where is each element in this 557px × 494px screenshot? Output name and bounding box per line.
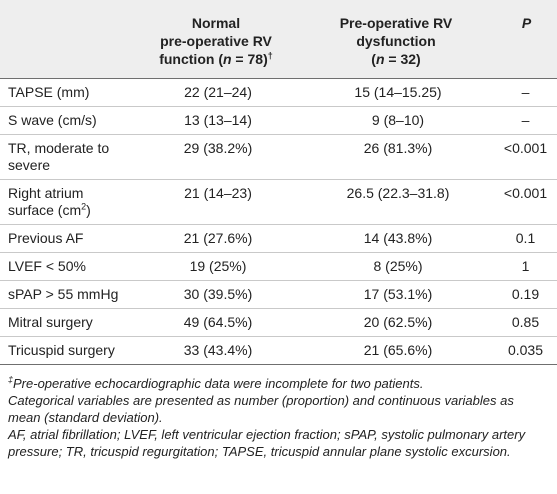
row-p: –	[486, 78, 557, 107]
header-dysfunction-line3-post: = 32)	[384, 51, 421, 67]
header-dysfunction-line2: dysfunction	[356, 33, 436, 49]
footnote-double-dagger: ‡	[8, 374, 14, 385]
row-label-post: )	[86, 202, 91, 218]
row-label: sPAP > 55 mmHg	[0, 280, 126, 309]
header-normal-line3-pre: function (	[159, 51, 223, 67]
row-p: 0.035	[486, 336, 557, 365]
row-normal: 49 (64.5%)	[126, 308, 306, 337]
row-normal: 19 (25%)	[126, 252, 306, 281]
footnote-variables: Categorical variables are presented as n…	[8, 393, 514, 425]
row-normal: 22 (21–24)	[126, 78, 306, 107]
row-label: TR, moderate to severe	[0, 134, 126, 180]
header-normal-line3-post: = 78)	[231, 51, 268, 67]
row-dysfunction: 14 (43.8%)	[306, 224, 486, 253]
header-p: P	[486, 0, 557, 79]
row-normal: 21 (14–23)	[126, 179, 306, 225]
table-footnotes: ‡Pre-operative echocardiographic data we…	[0, 365, 557, 460]
row-label-sup: 2	[81, 201, 87, 212]
header-normal: Normal pre-operative RV function (n = 78…	[126, 0, 306, 79]
row-dysfunction: 8 (25%)	[306, 252, 486, 281]
row-dysfunction: 17 (53.1%)	[306, 280, 486, 309]
header-empty	[0, 0, 126, 79]
row-dysfunction: 9 (8–10)	[306, 106, 486, 135]
row-dysfunction: 21 (65.6%)	[306, 336, 486, 365]
table-row: S wave (cm/s) 13 (13–14) 9 (8–10) –	[0, 106, 557, 135]
row-p: <0.001	[486, 179, 557, 225]
data-table: Normal pre-operative RV function (n = 78…	[0, 0, 557, 365]
row-label: LVEF < 50%	[0, 252, 126, 281]
header-normal-line2: pre-operative RV	[160, 33, 272, 49]
row-label: Previous AF	[0, 224, 126, 253]
row-label: TAPSE (mm)	[0, 78, 126, 107]
header-dysfunction: Pre-operative RV dysfunction (n = 32)	[306, 0, 486, 79]
row-p: –	[486, 106, 557, 135]
row-p: 0.1	[486, 224, 557, 253]
row-normal: 21 (27.6%)	[126, 224, 306, 253]
row-dysfunction: 26 (81.3%)	[306, 134, 486, 180]
footnote-incomplete-text: Pre-operative echocardiographic data wer…	[13, 376, 424, 391]
footnote-abbreviations: AF, atrial fibrillation; LVEF, left vent…	[8, 427, 526, 459]
header-normal-n: n	[222, 51, 232, 67]
header-dysfunction-line3-pre: (	[371, 51, 376, 67]
header-dysfunction-n: n	[375, 51, 385, 67]
header-row: Normal pre-operative RV function (n = 78…	[0, 0, 557, 79]
row-p: 0.85	[486, 308, 557, 337]
header-normal-line1: Normal	[191, 15, 241, 31]
row-label: Right atrium surface (cm2)	[0, 179, 126, 225]
header-normal-dagger: †	[267, 50, 273, 61]
row-normal: 30 (39.5%)	[126, 280, 306, 309]
row-label: S wave (cm/s)	[0, 106, 126, 135]
table-row: LVEF < 50% 19 (25%) 8 (25%) 1	[0, 252, 557, 281]
row-p: 0.19	[486, 280, 557, 309]
table-row: Right atrium surface (cm2) 21 (14–23) 26…	[0, 179, 557, 225]
row-label: Mitral surgery	[0, 308, 126, 337]
row-p: <0.001	[486, 134, 557, 180]
row-normal: 29 (38.2%)	[126, 134, 306, 180]
table-row: sPAP > 55 mmHg 30 (39.5%) 17 (53.1%) 0.1…	[0, 280, 557, 309]
row-label: Tricuspid surgery	[0, 336, 126, 365]
footnote-incomplete: ‡Pre-operative echocardiographic data we…	[8, 375, 549, 392]
table-row: Previous AF 21 (27.6%) 14 (43.8%) 0.1	[0, 224, 557, 253]
row-normal: 13 (13–14)	[126, 106, 306, 135]
row-dysfunction: 15 (14–15.25)	[306, 78, 486, 107]
row-dysfunction: 20 (62.5%)	[306, 308, 486, 337]
row-dysfunction: 26.5 (22.3–31.8)	[306, 179, 486, 225]
table-row: Tricuspid surgery 33 (43.4%) 21 (65.6%) …	[0, 336, 557, 365]
header-dysfunction-line1: Pre-operative RV	[339, 15, 453, 31]
table-row: TAPSE (mm) 22 (21–24) 15 (14–15.25) –	[0, 78, 557, 107]
table-row: Mitral surgery 49 (64.5%) 20 (62.5%) 0.8…	[0, 308, 557, 337]
row-p: 1	[486, 252, 557, 281]
row-normal: 33 (43.4%)	[126, 336, 306, 365]
table-row: TR, moderate to severe 29 (38.2%) 26 (81…	[0, 134, 557, 180]
row-label-text: Right atrium surface (cm	[8, 185, 84, 218]
